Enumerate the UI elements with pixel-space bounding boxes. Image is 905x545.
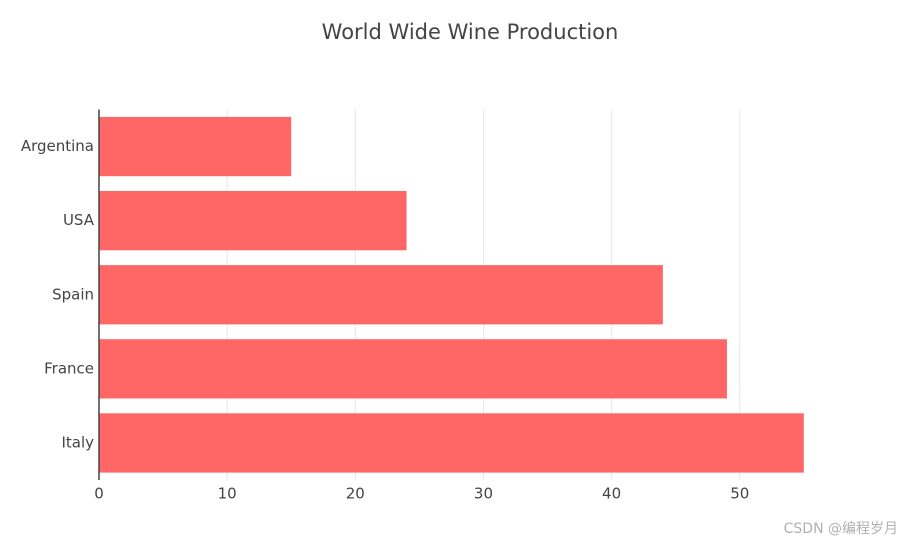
watermark: CSDN @编程岁月: [784, 521, 898, 537]
y-tick-label: France: [44, 359, 94, 377]
bar: [99, 265, 663, 325]
x-tick-label: 30: [474, 485, 493, 503]
bar: [99, 339, 727, 399]
x-tick-label: 10: [218, 485, 237, 503]
x-tick-label: 40: [602, 485, 621, 503]
x-tick-label: 20: [346, 485, 365, 503]
bar: [99, 413, 804, 473]
bar: [99, 191, 407, 251]
bar: [99, 116, 292, 177]
y-tick-label: Argentina: [21, 137, 94, 155]
y-tick-label: Italy: [61, 433, 94, 451]
y-tick-label: Spain: [52, 285, 94, 303]
chart-title: World Wide Wine Production: [322, 20, 619, 44]
x-tick-label: 50: [730, 485, 749, 503]
x-tick-label: 0: [94, 485, 104, 503]
y-tick-label: USA: [63, 211, 95, 229]
